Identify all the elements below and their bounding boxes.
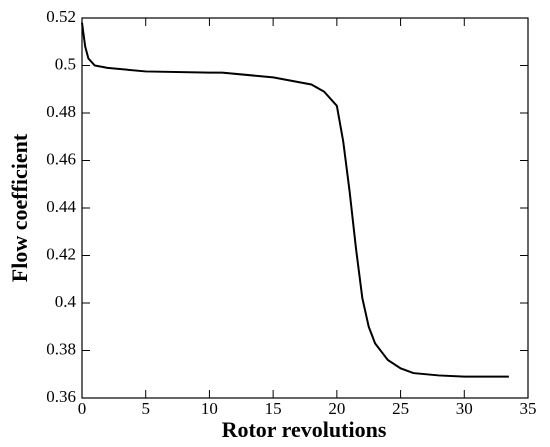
x-tick-label: 35 bbox=[520, 399, 537, 418]
x-axis-title: Rotor revolutions bbox=[222, 417, 387, 442]
y-tick-label: 0.36 bbox=[46, 387, 76, 406]
y-axis-title: Flow coefficient bbox=[7, 133, 32, 282]
y-tick-label: 0.44 bbox=[46, 197, 76, 216]
y-tick-label: 0.46 bbox=[46, 149, 76, 168]
y-tick-label: 0.5 bbox=[55, 54, 76, 73]
x-tick-label: 15 bbox=[265, 399, 282, 418]
y-tick-label: 0.42 bbox=[46, 244, 76, 263]
x-tick-label: 20 bbox=[328, 399, 345, 418]
data-line bbox=[81, 22, 509, 378]
y-tick-label: 0.52 bbox=[46, 7, 76, 26]
y-tick-label: 0.4 bbox=[55, 292, 77, 311]
y-tick-label: 0.38 bbox=[46, 339, 76, 358]
x-tick-label: 5 bbox=[141, 399, 150, 418]
x-tick-label: 10 bbox=[201, 399, 218, 418]
y-tick-label: 0.48 bbox=[46, 102, 76, 121]
x-tick-label: 25 bbox=[392, 399, 409, 418]
x-tick-label: 30 bbox=[456, 399, 473, 418]
x-tick-label: 0 bbox=[78, 399, 87, 418]
plot-frame bbox=[81, 17, 529, 399]
